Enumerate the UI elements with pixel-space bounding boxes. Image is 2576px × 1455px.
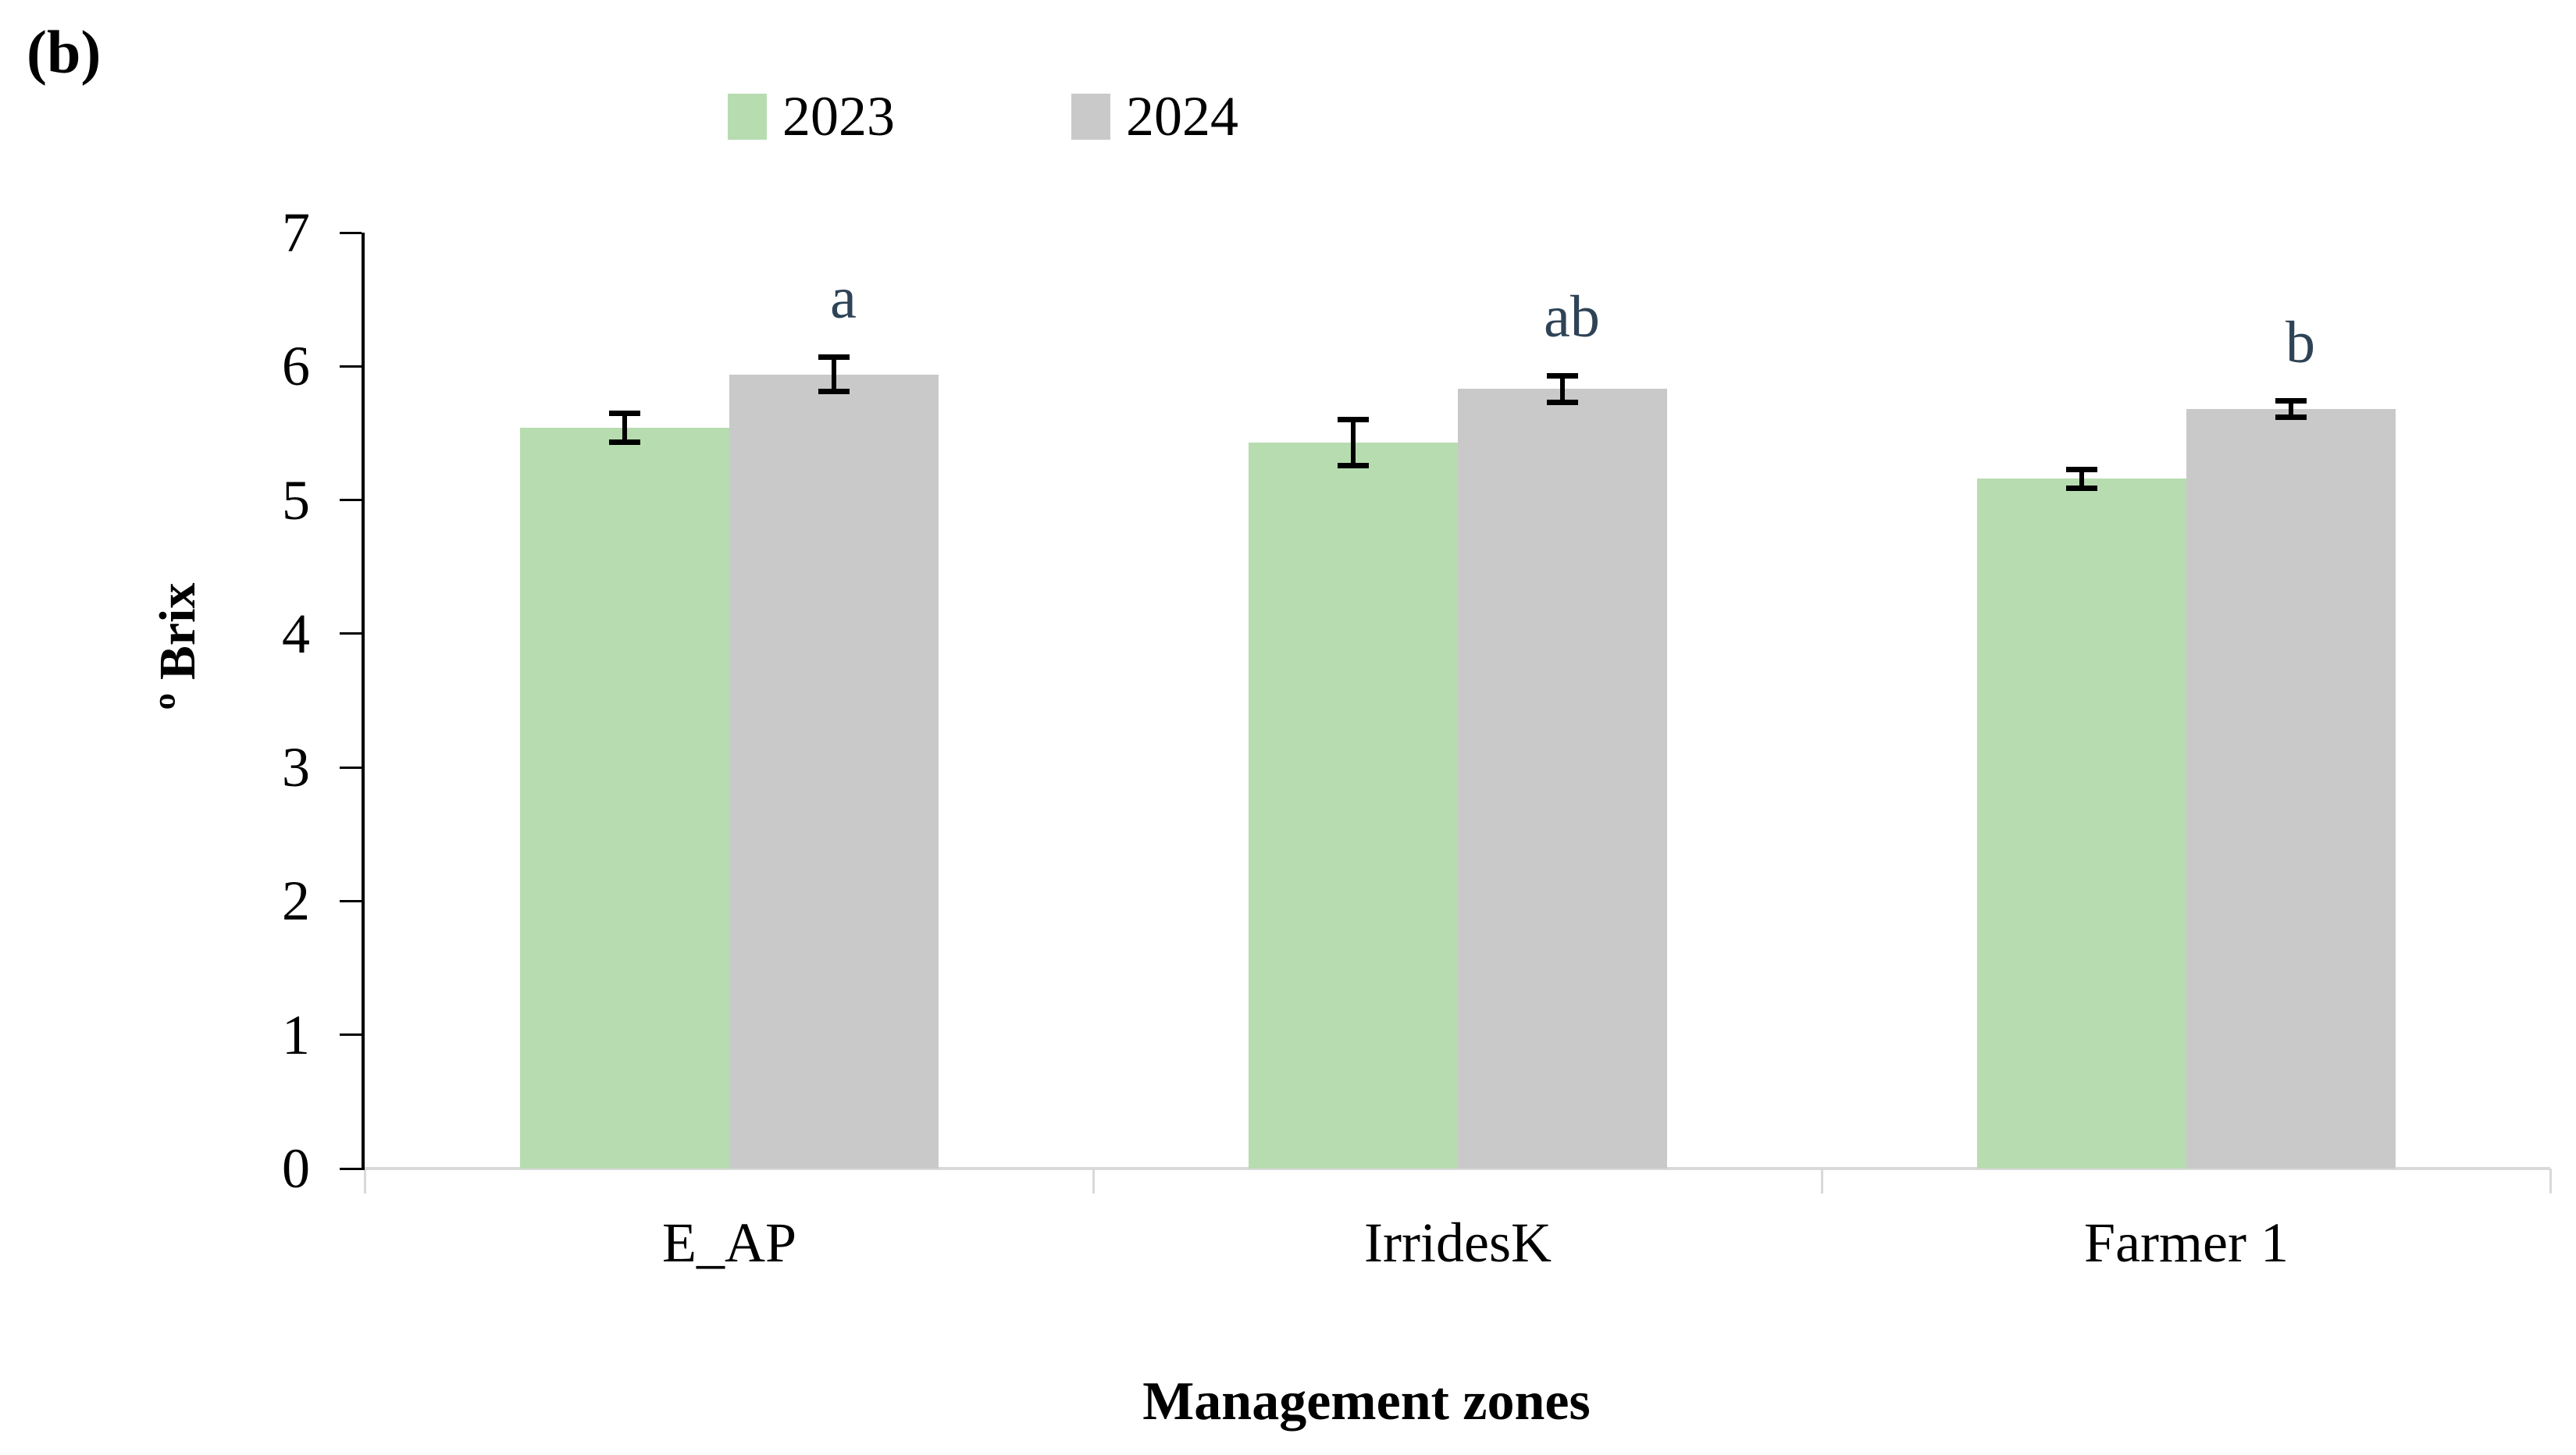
category-divider-tick	[1821, 1169, 1823, 1194]
legend-swatch-2024	[1071, 93, 1110, 140]
error-bar-cap-bottom-2024-E_AP	[818, 389, 850, 394]
significance-letter-Farmer 1: b	[2286, 310, 2315, 375]
bar-2024-IrridesK	[1458, 389, 1667, 1169]
y-axis-tick-label: 1	[282, 1004, 310, 1066]
significance-letter-IrridesK: ab	[1544, 284, 1600, 350]
error-bar-cap-bottom-2023-E_AP	[609, 439, 640, 445]
legend-item-2023: 2023	[728, 85, 895, 148]
error-bar-cap-top-2023-IrridesK	[1338, 417, 1369, 422]
error-bar-stem-2024-IrridesK	[1560, 375, 1565, 402]
significance-letter-E_AP: a	[830, 265, 857, 331]
error-bar-cap-top-2024-IrridesK	[1547, 373, 1578, 379]
error-bar-cap-bottom-2024-IrridesK	[1547, 400, 1578, 405]
y-axis-tick-label: 6	[282, 335, 310, 397]
y-axis-tick	[340, 767, 362, 769]
error-bar-cap-top-2024-E_AP	[818, 354, 850, 360]
y-axis-tick	[340, 1168, 362, 1170]
y-axis-tick	[340, 232, 362, 234]
x-category-label-E_AP: E_AP	[661, 1211, 797, 1274]
error-bar-cap-top-2024-Farmer 1	[2275, 398, 2307, 404]
error-bar-stem-2024-E_AP	[832, 357, 836, 392]
bar-2024-Farmer 1	[2186, 409, 2396, 1169]
y-axis-tick-label: 3	[282, 736, 310, 799]
y-axis-tick	[340, 499, 362, 501]
error-bar-cap-bottom-2023-Farmer 1	[2066, 486, 2097, 491]
x-category-label-IrridesK: IrridesK	[1364, 1211, 1552, 1274]
x-axis-title: Management zones	[1142, 1371, 1591, 1432]
bar-2023-IrridesK	[1249, 443, 1458, 1169]
error-bar-stem-2023-Farmer 1	[2079, 469, 2084, 488]
y-axis-tick-label: 7	[282, 201, 310, 264]
x-category-label-Farmer 1: Farmer 1	[2084, 1211, 2289, 1274]
error-bar-cap-bottom-2023-IrridesK	[1338, 463, 1369, 468]
y-axis-line	[362, 233, 365, 1170]
y-axis-tick	[340, 365, 362, 368]
y-axis-tick	[340, 1033, 362, 1036]
category-divider-tick	[1092, 1169, 1095, 1194]
error-bar-stem-2023-E_AP	[622, 413, 627, 443]
panel-label: (b)	[27, 18, 102, 86]
error-bar-cap-top-2023-Farmer 1	[2066, 467, 2097, 472]
y-axis-tick-label: 5	[282, 469, 310, 532]
category-divider-tick	[364, 1169, 366, 1194]
bar-2023-E_AP	[520, 428, 729, 1169]
category-divider-tick	[2549, 1169, 2552, 1194]
x-axis-baseline	[365, 1167, 2550, 1170]
error-bar-stem-2024-Farmer 1	[2289, 401, 2293, 418]
legend-item-2024: 2024	[1071, 85, 1238, 148]
y-axis-tick-label: 2	[282, 870, 310, 932]
bar-2023-Farmer 1	[1977, 478, 2186, 1169]
legend-swatch-2023	[728, 93, 767, 140]
bar-2024-E_AP	[729, 375, 939, 1169]
y-axis-tick-label: 4	[282, 603, 310, 665]
y-axis-tick	[340, 900, 362, 902]
error-bar-cap-top-2023-E_AP	[609, 411, 640, 416]
legend-label-2023: 2023	[782, 85, 895, 148]
error-bar-cap-bottom-2024-Farmer 1	[2275, 414, 2307, 420]
y-axis-tick	[340, 632, 362, 635]
error-bar-stem-2023-IrridesK	[1351, 420, 1356, 465]
y-axis-tick-label: 0	[282, 1137, 310, 1200]
legend-label-2024: 2024	[1126, 85, 1238, 148]
